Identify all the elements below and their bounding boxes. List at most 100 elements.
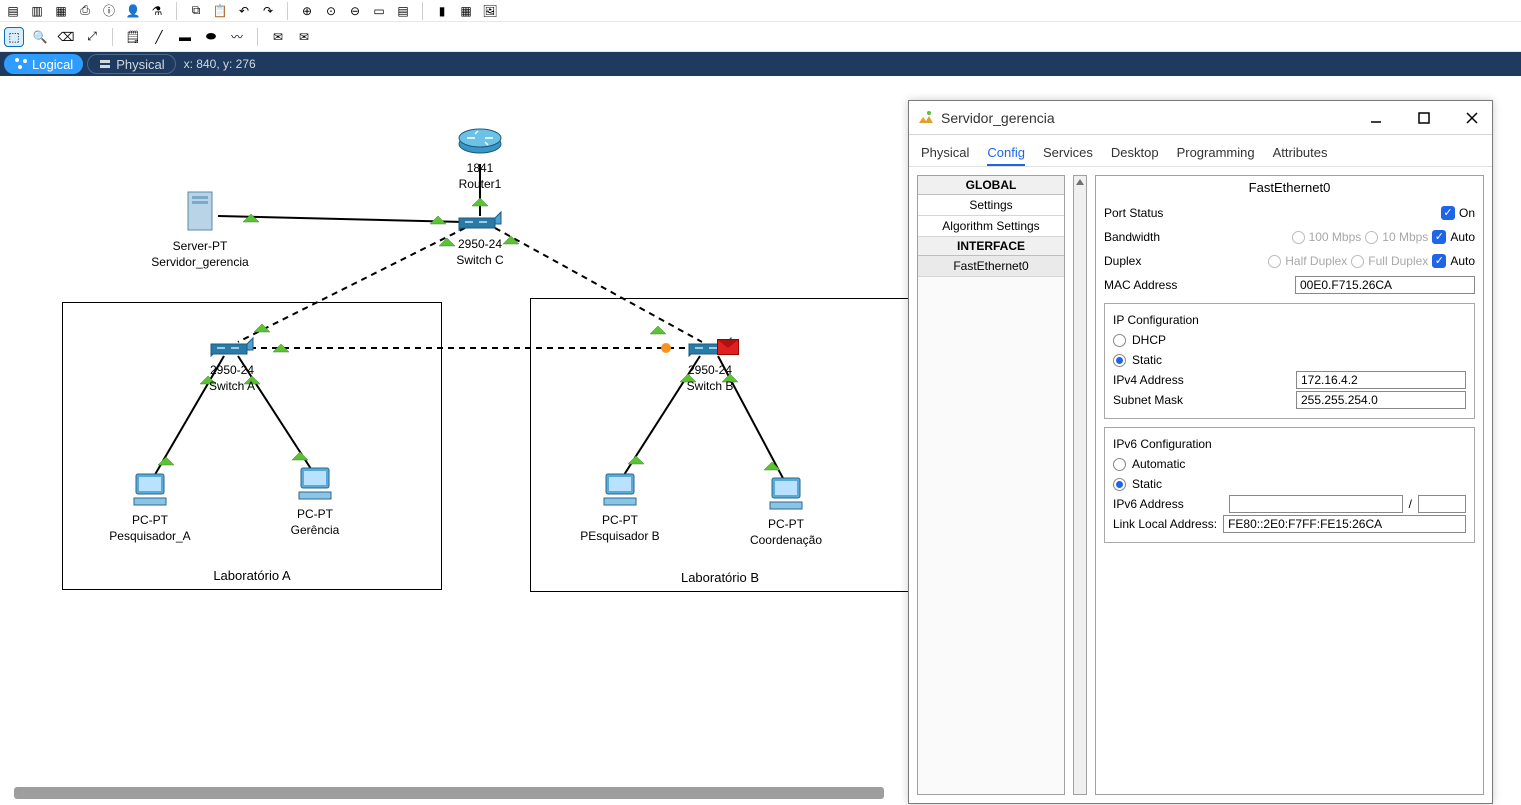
- ipv4-label: IPv4 Address: [1113, 373, 1223, 387]
- tab-desktop[interactable]: Desktop: [1111, 145, 1159, 166]
- device-pc-pesquisador-a[interactable]: PC-PT Pesquisador_A: [95, 472, 205, 543]
- side-header-global: GLOBAL: [918, 176, 1064, 195]
- separator: [176, 2, 177, 20]
- lla-input[interactable]: [1223, 515, 1466, 533]
- switch-c-name: Switch C: [425, 253, 535, 267]
- dhcp-radio[interactable]: [1113, 334, 1126, 347]
- device-switch-a[interactable]: 2950-24 Switch A: [177, 336, 287, 393]
- picture-icon[interactable]: 🖼: [481, 2, 499, 20]
- magnify-icon[interactable]: 🔍: [30, 27, 50, 47]
- minimize-button[interactable]: [1364, 106, 1388, 130]
- side-item-algorithm[interactable]: Algorithm Settings: [918, 216, 1064, 237]
- freeform-icon[interactable]: 〰: [227, 27, 247, 47]
- pc-b2-type: PC-PT: [731, 517, 841, 531]
- save-file-icon[interactable]: ▦: [52, 2, 70, 20]
- note-icon[interactable]: 🗒: [123, 27, 143, 47]
- scroll-up-icon: [1075, 178, 1085, 186]
- server-icon: [182, 190, 218, 234]
- half-duplex-radio[interactable]: [1268, 255, 1281, 268]
- maximize-button[interactable]: [1412, 106, 1436, 130]
- new-file-icon[interactable]: ▤: [4, 2, 22, 20]
- pc-b1-name: PEsquisador B: [565, 529, 675, 543]
- complex-pdu-icon[interactable]: ✉: [294, 27, 314, 47]
- on-label: On: [1459, 206, 1475, 220]
- port-status-checkbox[interactable]: ✓: [1441, 206, 1455, 220]
- device-pc-gerencia[interactable]: PC-PT Gerência: [260, 466, 370, 537]
- tab-services[interactable]: Services: [1043, 145, 1093, 166]
- select-tool-icon[interactable]: ⬚: [4, 27, 24, 47]
- device-server[interactable]: Server-PT Servidor_gerencia: [145, 190, 255, 269]
- zoom-out-icon[interactable]: ⊖: [346, 2, 364, 20]
- ipv6-auto-label: Automatic: [1132, 457, 1185, 471]
- device-pc-pesquisador-b[interactable]: PC-PT PEsquisador B: [565, 472, 675, 543]
- half-duplex-label: Half Duplex: [1285, 254, 1347, 268]
- copy-icon[interactable]: ⧉: [187, 2, 205, 20]
- device-pc-coordenacao[interactable]: PC-PT Coordenação: [731, 476, 841, 547]
- side-header-interface: INTERFACE: [918, 237, 1064, 256]
- user-icon[interactable]: 👤: [124, 2, 142, 20]
- ellipse-icon[interactable]: ⬬: [201, 27, 221, 47]
- panel-grid-icon[interactable]: ▦: [457, 2, 475, 20]
- ipv6-addr-input[interactable]: [1229, 495, 1403, 513]
- subnet-input[interactable]: [1296, 391, 1466, 409]
- resize-icon[interactable]: ⤢: [82, 27, 102, 47]
- duplex-auto-checkbox[interactable]: ✓: [1432, 254, 1446, 268]
- server-type: Server-PT: [145, 239, 255, 253]
- switch-icon: [457, 210, 503, 232]
- print-icon[interactable]: ⎙: [76, 2, 94, 20]
- pc-b1-type: PC-PT: [565, 513, 675, 527]
- tab-physical[interactable]: Physical: [921, 145, 969, 166]
- tab-attributes[interactable]: Attributes: [1273, 145, 1328, 166]
- info-icon[interactable]: ⓘ: [100, 2, 118, 20]
- side-item-settings[interactable]: Settings: [918, 195, 1064, 216]
- logical-label: Logical: [32, 57, 73, 72]
- ipv6-static-radio[interactable]: [1113, 478, 1126, 491]
- simple-pdu-icon[interactable]: ✉: [268, 27, 288, 47]
- secondary-toolbar: ⬚ 🔍 ⌫ ⤢ 🗒 ╱ ▬ ⬬ 〰 ✉ ✉: [0, 22, 1521, 52]
- bw-100-radio[interactable]: [1292, 231, 1305, 244]
- pc-a2-name: Gerência: [260, 523, 370, 537]
- side-item-fe0[interactable]: FastEthernet0: [918, 256, 1064, 277]
- zoom-in-icon[interactable]: ⊕: [298, 2, 316, 20]
- device-switch-c[interactable]: 2950-24 Switch C: [425, 210, 535, 267]
- router-name: Router1: [425, 177, 535, 191]
- table-icon[interactable]: ▤: [394, 2, 412, 20]
- close-button[interactable]: [1460, 106, 1484, 130]
- device-switch-b[interactable]: 2950-24 Switch B: [655, 336, 765, 393]
- full-duplex-radio[interactable]: [1351, 255, 1364, 268]
- paste-icon[interactable]: 📋: [211, 2, 229, 20]
- zoom-reset-icon[interactable]: ⊙: [322, 2, 340, 20]
- viewport-icon[interactable]: ▭: [370, 2, 388, 20]
- mac-input[interactable]: [1295, 276, 1475, 294]
- config-body: GLOBAL Settings Algorithm Settings INTER…: [909, 167, 1492, 803]
- line-icon[interactable]: ╱: [149, 27, 169, 47]
- lab-a-label: Laboratório A: [213, 568, 290, 583]
- subnet-label: Subnet Mask: [1113, 393, 1223, 407]
- rectangle-icon[interactable]: ▬: [175, 27, 195, 47]
- flask-icon[interactable]: ⚗: [148, 2, 166, 20]
- lla-label: Link Local Address:: [1113, 517, 1217, 531]
- window-titlebar[interactable]: Servidor_gerencia: [909, 101, 1492, 135]
- redo-icon[interactable]: ↷: [259, 2, 277, 20]
- ipv6-prefix-input[interactable]: [1418, 495, 1466, 513]
- separator: [422, 2, 423, 20]
- delete-icon[interactable]: ⌫: [56, 27, 76, 47]
- ipv4-input[interactable]: [1296, 371, 1466, 389]
- logical-view-tab[interactable]: Logical: [4, 54, 83, 74]
- open-file-icon[interactable]: ▥: [28, 2, 46, 20]
- pdu-envelope-icon[interactable]: [717, 339, 739, 355]
- bw-auto-checkbox[interactable]: ✓: [1432, 230, 1446, 244]
- static-radio[interactable]: [1113, 354, 1126, 367]
- ipv6-auto-radio[interactable]: [1113, 458, 1126, 471]
- device-router1[interactable]: 1841 Router1: [425, 126, 535, 191]
- static-label: Static: [1132, 353, 1162, 367]
- bw-10-radio[interactable]: [1365, 231, 1378, 244]
- panel-left-icon[interactable]: ▮: [433, 2, 451, 20]
- horizontal-scrollbar[interactable]: [14, 787, 884, 799]
- tab-programming[interactable]: Programming: [1177, 145, 1255, 166]
- tab-config[interactable]: Config: [987, 145, 1025, 166]
- side-scrollbar[interactable]: [1073, 175, 1087, 795]
- switch-a-name: Switch A: [177, 379, 287, 393]
- physical-view-tab[interactable]: Physical: [87, 54, 175, 74]
- undo-icon[interactable]: ↶: [235, 2, 253, 20]
